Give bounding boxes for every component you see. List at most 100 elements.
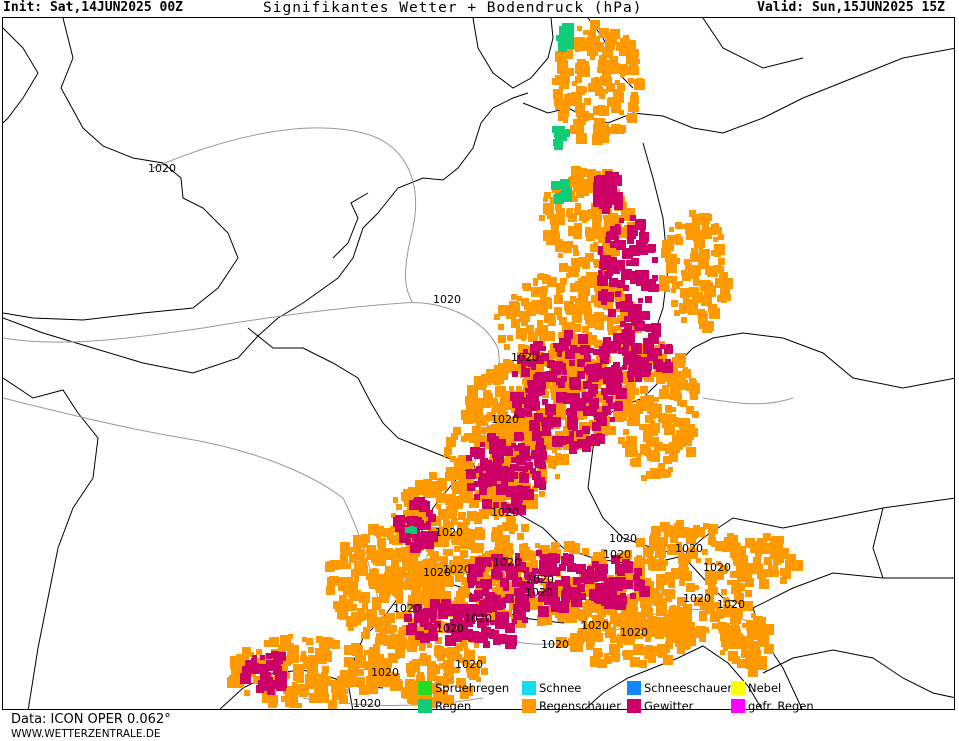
- regenschauer-cell: [688, 268, 699, 279]
- regenschauer-cell: [390, 526, 397, 533]
- regenschauer-cell: [684, 438, 692, 446]
- regenschauer-cell: [707, 570, 712, 575]
- regenschauer-cell: [431, 684, 439, 692]
- gewitter-cell: [628, 330, 635, 337]
- regenschauer-cell: [285, 656, 293, 664]
- regenschauer-cell: [423, 491, 430, 498]
- regenschauer-cell: [764, 569, 772, 577]
- gewitter-cell: [474, 481, 480, 487]
- regenschauer-cell: [364, 661, 373, 670]
- gewitter-cell: [256, 685, 264, 693]
- gewitter-cell: [515, 558, 522, 565]
- regenschauer-cell: [661, 371, 672, 382]
- regenschauer-cell: [583, 30, 588, 35]
- regenschauer-cell: [643, 547, 653, 557]
- gewitter-cell: [614, 595, 621, 602]
- regenschauer-cell: [517, 533, 524, 540]
- gewitter-cell: [634, 586, 639, 591]
- gewitter-cell: [603, 190, 609, 196]
- gewitter-cell: [493, 502, 499, 508]
- regenschauer-cell: [476, 433, 481, 438]
- regenschauer-cell: [678, 281, 683, 286]
- gewitter-cell: [651, 284, 659, 292]
- regenschauer-cell: [675, 238, 681, 244]
- regenschauer-cell: [528, 332, 538, 342]
- regenschauer-cell: [524, 416, 531, 423]
- isobar-label: 1020: [436, 622, 464, 635]
- gewitter-cell: [542, 399, 548, 405]
- regenschauer-cell: [555, 75, 562, 82]
- regenschauer-cell: [496, 480, 502, 486]
- gewitter-cell: [505, 469, 515, 479]
- regenschauer-cell: [668, 370, 677, 379]
- regenschauer-cell: [560, 414, 566, 420]
- regenschauer-cell: [655, 547, 666, 558]
- gewitter-cell: [616, 302, 623, 309]
- isobar-label: 1020: [609, 532, 637, 545]
- gewitter-cell: [557, 352, 562, 357]
- regenschauer-cell: [459, 657, 465, 663]
- regenschauer-cell: [601, 250, 607, 256]
- gewitter-cell: [641, 281, 651, 291]
- regenschauer-cell: [367, 553, 374, 560]
- regenschauer-cell: [458, 476, 468, 486]
- gewitter-cell: [507, 486, 513, 492]
- gewitter-cell: [502, 504, 511, 513]
- regenschauer-cell: [705, 214, 712, 221]
- regenschauer-cell: [354, 549, 365, 560]
- regenschauer-cell: [395, 648, 405, 658]
- regenschauer-cell: [467, 478, 473, 484]
- regenschauer-cell: [256, 649, 262, 655]
- regenschauer-cell: [625, 66, 634, 75]
- regenschauer-cell: [657, 562, 666, 571]
- regenschauer-cell: [724, 285, 730, 291]
- regenschauer-cell: [689, 210, 696, 217]
- gewitter-cell: [501, 488, 507, 494]
- regenschauer-cell: [560, 278, 567, 285]
- gewitter-cell: [513, 610, 523, 620]
- regenschauer-cell: [750, 541, 757, 548]
- gewitter-cell: [607, 231, 614, 238]
- regenschauer-cell: [332, 693, 339, 700]
- regenschauer-cell: [602, 70, 611, 79]
- regenschauer-cell: [431, 553, 439, 561]
- regenschauer-cell: [620, 622, 625, 627]
- gewitter-cell: [643, 239, 648, 244]
- gewitter-cell: [264, 665, 269, 670]
- regenschauer-cell: [686, 447, 696, 457]
- regenschauer-cell: [456, 678, 466, 688]
- regenschauer-cell: [708, 537, 716, 545]
- regenschauer-cell: [553, 384, 558, 389]
- regenschauer-cell: [655, 630, 664, 639]
- regenschauer-cell: [735, 618, 740, 623]
- gewitter-cell: [547, 360, 555, 368]
- regenschauer-cell: [391, 559, 399, 567]
- regenschauer-cell: [604, 656, 612, 664]
- regenschauer-cell: [548, 461, 555, 468]
- regenschauer-cell: [691, 248, 698, 255]
- regenschauer-cell: [577, 609, 588, 620]
- regenschauer-cell: [289, 701, 295, 707]
- regenschauer-cell: [650, 588, 660, 598]
- regenschauer-cell: [443, 682, 449, 688]
- gewitter-cell: [475, 557, 486, 568]
- gewitter-cell: [577, 439, 586, 448]
- regenschauer-cell: [586, 316, 595, 325]
- regenschauer-cell: [374, 526, 384, 536]
- gewitter-cell: [497, 634, 507, 644]
- regenschauer-cell: [689, 223, 700, 234]
- regenschauer-cell: [659, 617, 667, 625]
- regenschauer-cell: [753, 564, 763, 574]
- gewitter-cell: [420, 618, 429, 627]
- gewitter-cell: [651, 332, 656, 337]
- regenschauer-cell: [509, 386, 514, 391]
- gewitter-cell: [476, 581, 483, 588]
- gewitter-cell: [647, 352, 656, 361]
- gewitter-cell: [592, 422, 601, 431]
- regenschauer-cell: [554, 98, 562, 106]
- regenschauer-cell: [560, 72, 568, 80]
- gewitter-cell: [500, 578, 509, 587]
- regenschauer-cell: [499, 401, 508, 410]
- gewitter-cell: [619, 218, 624, 223]
